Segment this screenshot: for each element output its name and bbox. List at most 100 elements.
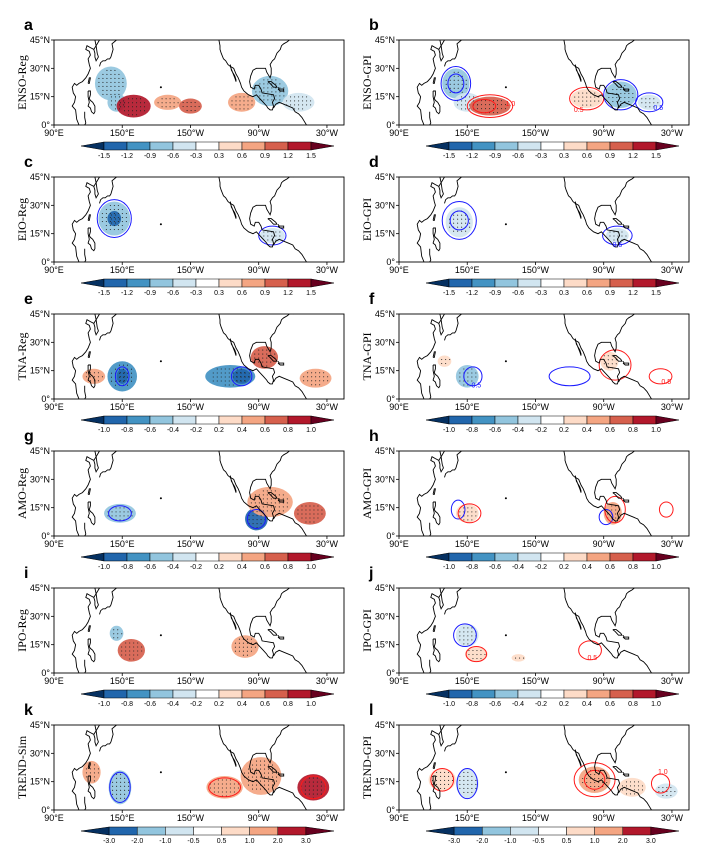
map-frame xyxy=(53,587,345,674)
contour-line xyxy=(472,99,497,114)
significance-dot xyxy=(448,779,450,781)
significance-dot xyxy=(97,372,99,374)
significance-dot xyxy=(125,213,127,215)
colorbar-bin xyxy=(249,826,279,836)
significance-dot xyxy=(301,509,303,511)
significance-dot xyxy=(121,217,123,219)
significance-dot xyxy=(484,100,487,102)
significance-dot xyxy=(611,509,613,511)
colorbar-tick-label: -0.6 xyxy=(167,290,179,297)
colorbar-tick-label: -0.8 xyxy=(121,701,133,708)
lon-tick-label: 30°W xyxy=(316,676,339,686)
significance-dot xyxy=(468,650,470,652)
significance-dot xyxy=(229,783,231,785)
significance-dot xyxy=(461,226,463,228)
colorbar-tick-label: -0.6 xyxy=(144,564,156,571)
significance-dot xyxy=(632,97,634,99)
lat-tick-label: 30°N xyxy=(375,337,395,347)
significance-dot xyxy=(440,775,442,777)
significance-dot xyxy=(98,77,100,79)
significance-dot xyxy=(267,87,269,89)
coastline xyxy=(87,625,91,632)
significance-dot xyxy=(445,363,447,365)
significance-dot xyxy=(118,108,121,110)
panel-ylabel: TNA-GPI xyxy=(360,333,374,381)
significance-dot xyxy=(263,87,265,89)
colorbar-tick-label: 0.9 xyxy=(260,153,270,160)
lat-tick-label: 15°N xyxy=(375,92,395,102)
panel-b: 1.00.5 0.545°N30°N15°N0°90°E 150°E 150°W 90°… xyxy=(360,17,690,160)
colorbar-bin xyxy=(448,278,473,288)
significance-dot xyxy=(114,93,116,95)
significance-dot xyxy=(616,93,618,95)
significance-dot xyxy=(603,363,605,365)
colorbar-tick-label: 1.2 xyxy=(283,153,293,160)
coastline xyxy=(432,214,436,221)
significance-dot xyxy=(248,515,250,517)
significance-dot xyxy=(130,380,133,382)
coastline xyxy=(71,177,100,262)
shaded-anomaly xyxy=(250,346,279,369)
shaded-anomaly xyxy=(228,92,256,112)
significance-dot xyxy=(590,96,592,98)
significance-dot xyxy=(98,85,100,87)
significance-dot xyxy=(115,507,117,509)
significance-dot xyxy=(320,793,322,795)
lat-tick-label: 0° xyxy=(386,805,395,815)
colorbar-tick-label: 0.3 xyxy=(559,153,569,160)
significance-dot xyxy=(607,355,609,357)
coastline xyxy=(267,492,278,499)
lat-tick-label: 15°N xyxy=(375,640,395,650)
significance-dot xyxy=(258,357,260,359)
colorbar-bin xyxy=(566,826,595,836)
colorbar-tick-label: -0.6 xyxy=(512,290,524,297)
contour-label: 0.5 xyxy=(661,379,671,386)
significance-dot xyxy=(262,353,264,355)
significance-dot xyxy=(463,380,465,382)
significance-dot xyxy=(243,772,246,774)
shaded-anomaly xyxy=(82,760,101,784)
colorbar-tick-label: -0.2 xyxy=(535,427,547,434)
significance-dot xyxy=(101,217,103,219)
significance-dot xyxy=(125,642,127,644)
lat-tick-label: 15°N xyxy=(30,229,50,239)
significance-dot xyxy=(465,79,467,81)
significance-dot xyxy=(620,93,622,95)
coastline xyxy=(445,535,447,536)
significance-dot xyxy=(122,104,125,106)
contour-line xyxy=(658,501,674,518)
colorbar-i: -1.0 -0.8 -0.6 -0.4 -0.2 0.2 0.4 0.6 0.8 1.0 xyxy=(80,689,335,708)
panel-letter: l xyxy=(369,702,373,719)
colorbar-bin xyxy=(517,141,542,151)
significance-dot xyxy=(586,92,588,94)
significance-dot xyxy=(625,785,628,787)
significance-dot xyxy=(258,506,260,508)
map-frame xyxy=(398,587,690,674)
significance-dot xyxy=(109,213,111,215)
lat-tick-label: 15°N xyxy=(375,503,395,513)
significance-dot xyxy=(93,376,95,378)
significance-dot xyxy=(120,793,122,795)
colorbar-a: -1.5 -1.2 -0.9 -0.6 -0.3 0.3 0.6 0.9 1.2 1.5 xyxy=(80,141,335,160)
significance-dot xyxy=(616,101,618,103)
significance-dot xyxy=(488,104,491,106)
significance-dot xyxy=(307,380,309,382)
coastline xyxy=(93,725,99,747)
significance-dot xyxy=(302,100,304,102)
significance-dot xyxy=(235,96,237,98)
coastline xyxy=(100,535,102,536)
significance-dot xyxy=(217,791,219,793)
significance-dot xyxy=(110,96,113,98)
significance-dot xyxy=(231,100,233,102)
significance-dot xyxy=(473,100,475,102)
colorbar-bin xyxy=(494,415,519,425)
coastline xyxy=(99,40,117,67)
colorbar-bin xyxy=(126,415,151,425)
significance-dot xyxy=(165,106,167,108)
coastline xyxy=(71,314,100,399)
map-background xyxy=(54,588,344,673)
significance-dot xyxy=(467,643,469,645)
significance-dot xyxy=(89,768,91,770)
significance-dot xyxy=(124,793,126,795)
significance-dot xyxy=(259,83,261,85)
